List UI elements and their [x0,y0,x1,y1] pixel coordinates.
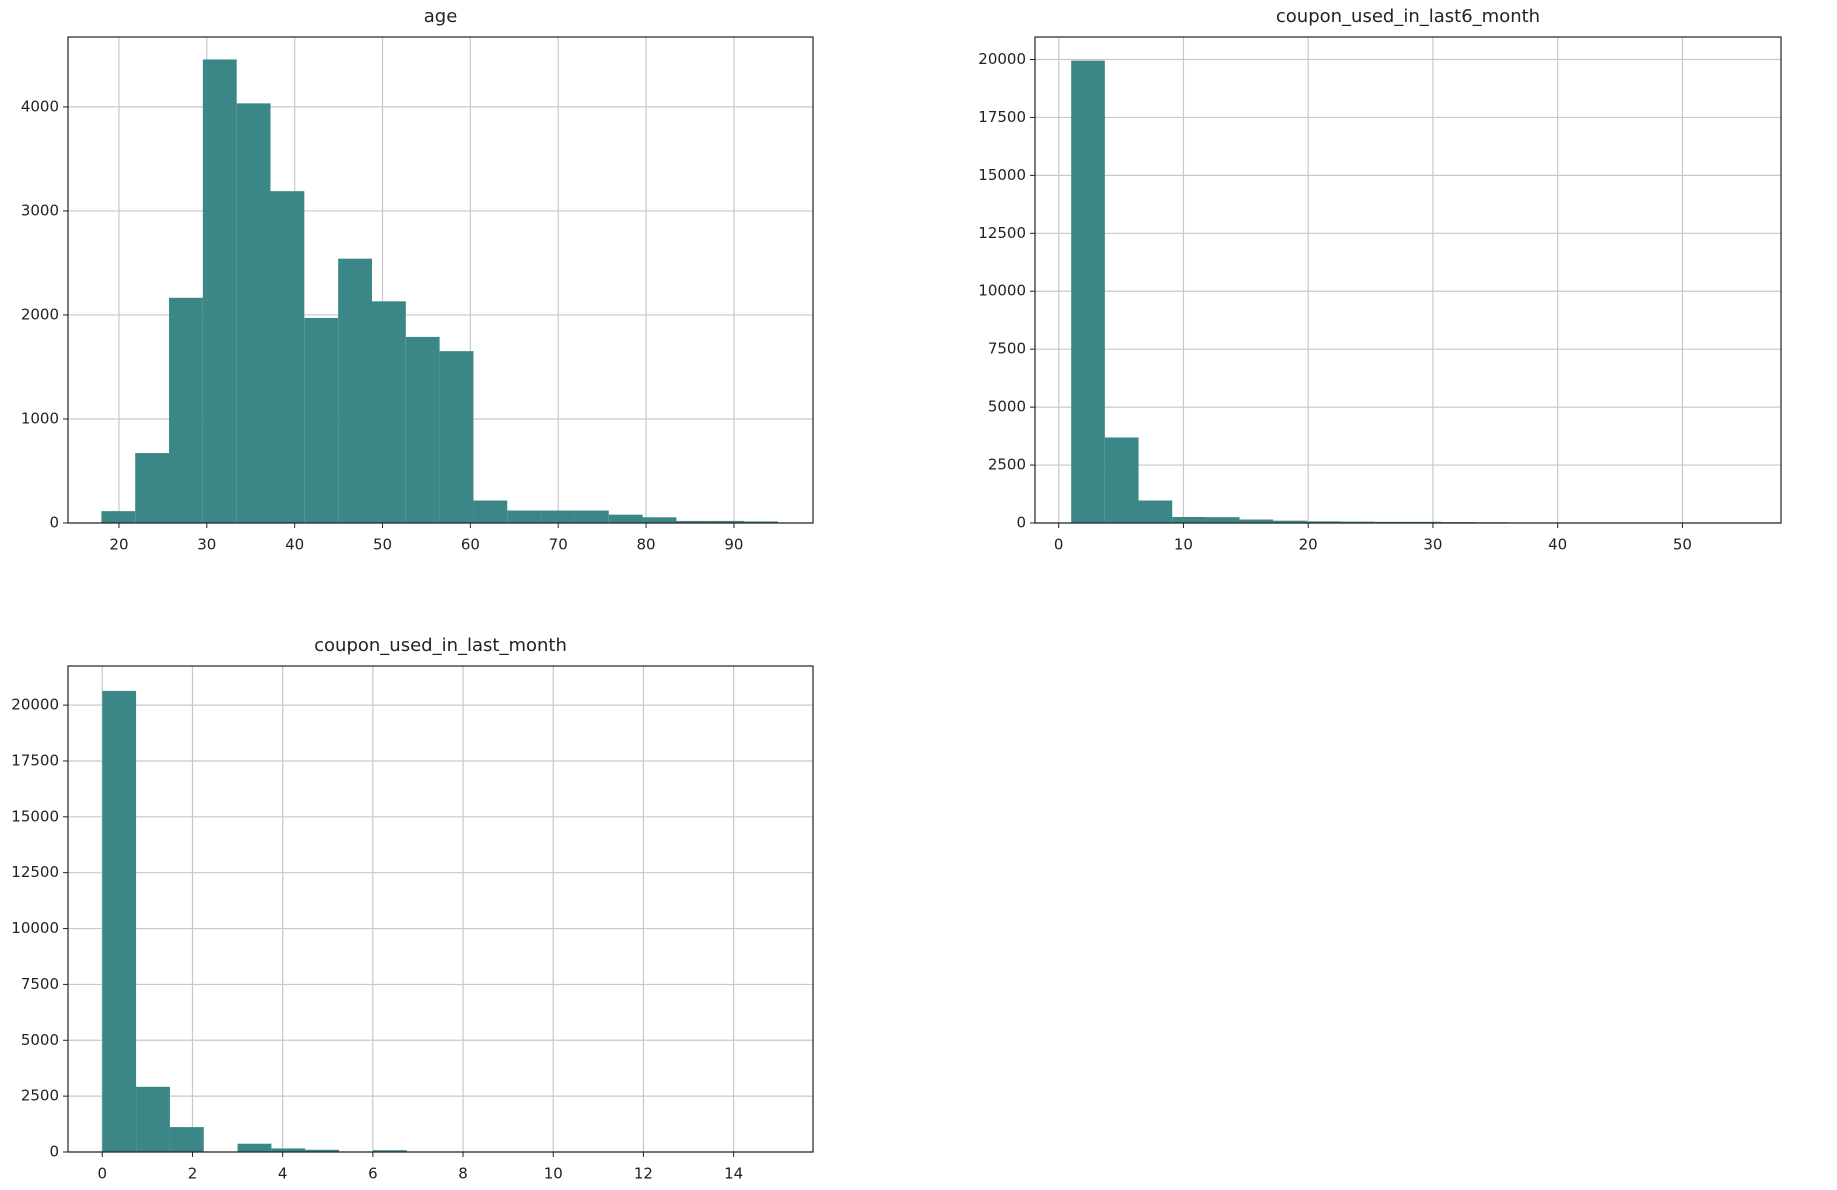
y-tick-label: 2500 [21,1087,59,1105]
bar [237,1143,272,1152]
y-tick-label: 1000 [21,409,59,427]
x-tick-label: 10 [544,1165,563,1183]
y-tick-label: 15000 [11,807,59,825]
y-tick-label: 12500 [11,863,59,881]
bar [1205,517,1240,523]
bar [304,317,339,523]
y-tick-label: 15000 [978,166,1026,184]
subplot-title: age [424,6,458,27]
bar [305,1149,340,1152]
bar [136,1086,170,1152]
bar [541,510,575,523]
y-tick-label: 20000 [978,50,1026,68]
subplot-title: coupon_used_in_last6_month [1276,6,1540,27]
bar [1071,60,1105,523]
x-tick-label: 40 [1548,536,1567,554]
bar [1104,437,1139,523]
bar [405,336,440,523]
x-tick-label: 2 [188,1165,198,1183]
x-tick-label: 10 [1174,536,1193,554]
y-tick-label: 20000 [11,696,59,714]
bar [371,301,406,523]
bar [169,1127,204,1152]
x-tick-label: 20 [109,536,128,554]
bar [439,351,474,523]
y-tick-label: 7500 [988,340,1026,358]
subplot-title: coupon_used_in_last_month [314,635,567,656]
axes-frame [67,665,814,1153]
x-tick-label: 40 [285,536,304,554]
y-tick-label: 5000 [988,398,1026,416]
x-tick-label: 80 [637,536,656,554]
x-tick-label: 30 [1423,536,1442,554]
y-tick-label: 0 [49,1143,59,1161]
y-tick-label: 2500 [988,456,1026,474]
bar [169,297,203,523]
bar [507,510,542,523]
x-tick-label: 0 [98,1165,108,1183]
bar [1273,520,1307,523]
bar [1306,521,1341,523]
x-tick-label: 6 [368,1165,378,1183]
x-tick-label: 70 [549,536,568,554]
x-tick-label: 20 [1299,536,1318,554]
x-tick-label: 4 [278,1165,288,1183]
bar [676,520,711,523]
x-tick-label: 14 [724,1165,743,1183]
axes-frame [1034,36,1782,524]
y-tick-label: 3000 [21,201,59,219]
y-tick-label: 7500 [21,975,59,993]
bar [236,103,271,523]
y-tick-label: 2000 [21,305,59,323]
x-tick-label: 60 [461,536,480,554]
x-tick-label: 50 [373,536,392,554]
y-tick-label: 0 [49,514,59,532]
bar [101,511,136,523]
axes-frame [67,36,814,524]
bar [608,514,643,523]
bar [135,453,170,523]
y-tick-label: 5000 [21,1031,59,1049]
bar [338,258,372,523]
bar [710,520,745,523]
bar [1138,500,1173,523]
y-tick-label: 0 [1016,514,1026,532]
x-tick-label: 8 [458,1165,468,1183]
bar [473,500,508,523]
y-tick-label: 12500 [978,224,1026,242]
bar [102,690,137,1152]
bar [574,510,609,523]
bar [372,1150,407,1152]
bar [1239,519,1274,523]
bar [642,517,677,523]
x-tick-label: 0 [1054,536,1064,554]
bar [744,521,778,523]
bar [202,59,237,523]
y-tick-label: 17500 [978,108,1026,126]
y-tick-label: 17500 [11,751,59,769]
bar [271,1148,306,1152]
x-tick-label: 12 [634,1165,653,1183]
y-tick-label: 10000 [11,919,59,937]
y-tick-label: 10000 [978,282,1026,300]
x-tick-label: 50 [1673,536,1692,554]
x-tick-label: 90 [724,536,743,554]
y-tick-label: 4000 [21,97,59,115]
x-tick-label: 30 [197,536,216,554]
bar [1172,516,1206,523]
bar [270,191,305,524]
bar [1340,521,1375,523]
